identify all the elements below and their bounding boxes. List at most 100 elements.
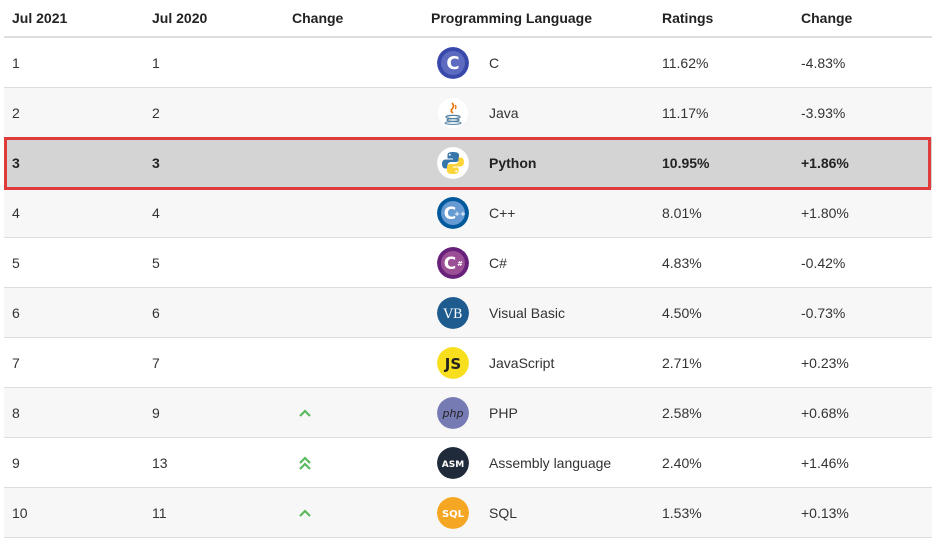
previous-rank: 2	[152, 104, 160, 121]
language-logo-cell: VB	[436, 288, 470, 337]
language-logo-cell: SQL	[436, 488, 470, 537]
language-name[interactable]: Java	[489, 104, 519, 121]
header-previous-rank[interactable]: Jul 2020	[152, 10, 208, 26]
table-row: 10 11 SQL SQL 1.53% +0.13%	[4, 488, 932, 538]
language-name[interactable]: C++	[489, 204, 516, 221]
language-logo-cell: C ++	[436, 188, 470, 237]
rating-value: 11.17%	[662, 104, 709, 121]
language-logo-cell	[436, 138, 470, 187]
rating-value: 10.95%	[662, 154, 710, 171]
header-ratings[interactable]: Ratings	[662, 10, 714, 26]
language-logo-cell: JS	[436, 338, 470, 387]
rating-value: 11.62%	[662, 54, 709, 71]
rating-value: 4.50%	[662, 304, 702, 321]
language-name[interactable]: C	[489, 54, 500, 71]
current-rank: 6	[12, 304, 20, 321]
previous-rank: 5	[152, 254, 160, 271]
svg-text:JS: JS	[444, 355, 461, 373]
rank-change	[292, 488, 318, 537]
language-logo-cell: C #	[436, 238, 470, 287]
table-row: 5 5 C # C# 4.83% -0.42%	[4, 238, 932, 288]
table-row: 9 13 ASM Assembly language 2.40% +1.46%	[4, 438, 932, 488]
svg-text:VB: VB	[443, 307, 463, 322]
rating-change: +0.68%	[801, 404, 849, 421]
svg-text:++: ++	[454, 210, 466, 218]
current-rank: 2	[12, 104, 20, 121]
svg-text:C: C	[444, 254, 456, 274]
rating-change: -3.93%	[801, 104, 846, 121]
up-arrow-icon	[292, 408, 318, 417]
rating-change: -0.42%	[801, 254, 846, 271]
rating-change: +1.86%	[801, 154, 849, 171]
current-rank: 10	[12, 504, 28, 521]
rating-change: +1.46%	[801, 454, 849, 471]
rating-value: 1.53%	[662, 504, 702, 521]
python-logo-icon	[437, 146, 469, 179]
header-current-rank[interactable]: Jul 2021	[12, 10, 68, 26]
rating-value: 2.58%	[662, 404, 702, 421]
language-name[interactable]: PHP	[489, 404, 518, 421]
asm-logo-icon: ASM	[437, 446, 469, 479]
java-logo-icon	[437, 96, 469, 129]
table-row: 8 9 php PHP 2.58% +0.68%	[4, 388, 932, 438]
previous-rank: 4	[152, 204, 160, 221]
c-logo-icon: C	[437, 46, 469, 79]
svg-text:C: C	[446, 53, 459, 74]
current-rank: 3	[12, 154, 20, 171]
previous-rank: 11	[152, 504, 167, 521]
js-logo-icon: JS	[437, 346, 469, 379]
previous-rank: 6	[152, 304, 160, 321]
sql-logo-icon: SQL	[437, 496, 469, 529]
table-row: 6 6 VB Visual Basic 4.50% -0.73%	[4, 288, 932, 338]
svg-text:C: C	[444, 204, 456, 224]
language-name[interactable]: Assembly language	[489, 454, 612, 471]
vb-logo-icon: VB	[437, 296, 469, 329]
rating-change: +0.13%	[801, 504, 849, 521]
current-rank: 7	[12, 354, 20, 371]
cpp-logo-icon: C ++	[437, 196, 469, 229]
double-up-arrow-icon	[292, 455, 318, 470]
previous-rank: 3	[152, 154, 160, 171]
language-name[interactable]: Visual Basic	[489, 304, 566, 321]
header-language[interactable]: Programming Language	[431, 10, 593, 26]
language-logo-cell: C	[436, 38, 470, 87]
rating-value: 2.40%	[662, 454, 702, 471]
previous-rank: 9	[152, 404, 160, 421]
header-rank-change[interactable]: Change	[292, 10, 344, 26]
csharp-logo-icon: C #	[437, 246, 469, 279]
table-row: 4 4 C ++ C++ 8.01% +1.80%	[4, 188, 932, 238]
previous-rank: 1	[152, 54, 160, 71]
table-row: 2 2 Java 11.17% -3.93%	[4, 88, 932, 138]
language-logo-cell	[436, 88, 470, 137]
up-arrow-icon	[292, 508, 318, 517]
svg-text:php: php	[442, 407, 464, 420]
current-rank: 1	[12, 54, 20, 71]
table-row: 3 3 Python 10.95% +1.86%	[4, 138, 932, 188]
svg-text:SQL: SQL	[442, 509, 465, 520]
rating-change: +0.23%	[801, 354, 849, 371]
rank-change	[292, 438, 318, 487]
svg-text:ASM: ASM	[442, 460, 464, 470]
rating-change: -0.73%	[801, 304, 846, 321]
language-name[interactable]: C#	[489, 254, 507, 271]
rating-value: 8.01%	[662, 204, 702, 221]
current-rank: 5	[12, 254, 20, 271]
previous-rank: 7	[152, 354, 160, 371]
current-rank: 9	[12, 454, 20, 471]
header-rating-change[interactable]: Change	[801, 10, 853, 26]
language-logo-cell: ASM	[436, 438, 470, 487]
table-header: Jul 2021 Jul 2020 Change Programming Lan…	[4, 0, 932, 38]
table-row: 7 7 JS JavaScript 2.71% +0.23%	[4, 338, 932, 388]
rating-value: 2.71%	[662, 354, 702, 371]
current-rank: 4	[12, 204, 20, 221]
previous-rank: 13	[152, 454, 168, 471]
language-name[interactable]: SQL	[489, 504, 518, 521]
language-name[interactable]: Python	[489, 154, 537, 171]
current-rank: 8	[12, 404, 20, 421]
rating-value: 4.83%	[662, 254, 702, 271]
rating-change: +1.80%	[801, 204, 849, 221]
language-logo-cell: php	[436, 388, 470, 437]
tiobe-index-table: Jul 2021 Jul 2020 Change Programming Lan…	[4, 0, 932, 538]
language-name[interactable]: JavaScript	[489, 354, 555, 371]
rank-change	[292, 388, 318, 437]
